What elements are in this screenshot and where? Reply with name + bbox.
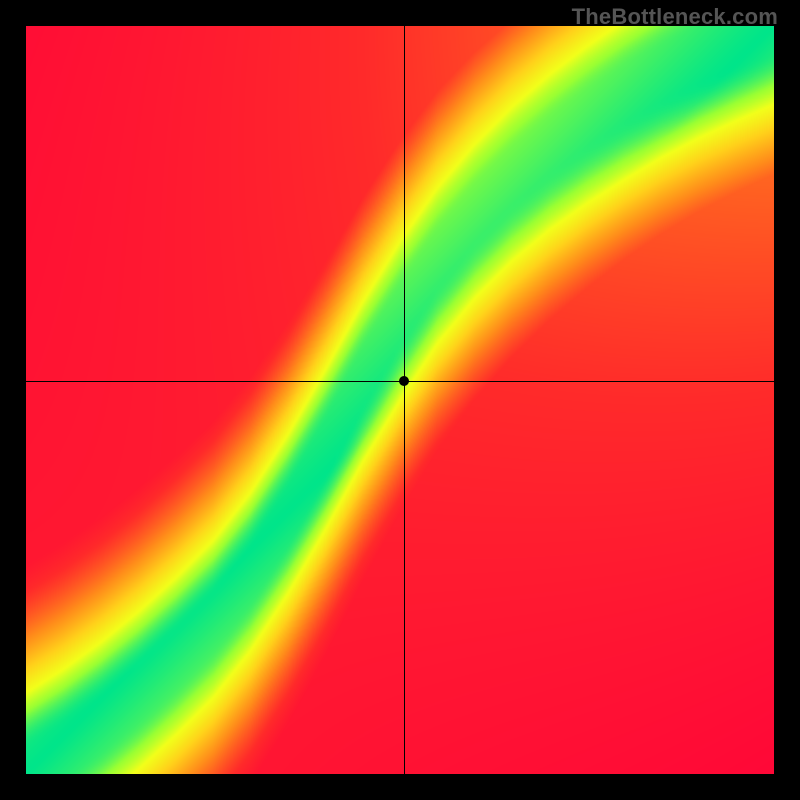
heatmap-canvas bbox=[26, 26, 774, 774]
marker-dot bbox=[399, 376, 409, 386]
watermark-text: TheBottleneck.com bbox=[572, 4, 778, 30]
crosshair-vertical bbox=[404, 26, 405, 774]
heatmap-plot bbox=[26, 26, 774, 774]
